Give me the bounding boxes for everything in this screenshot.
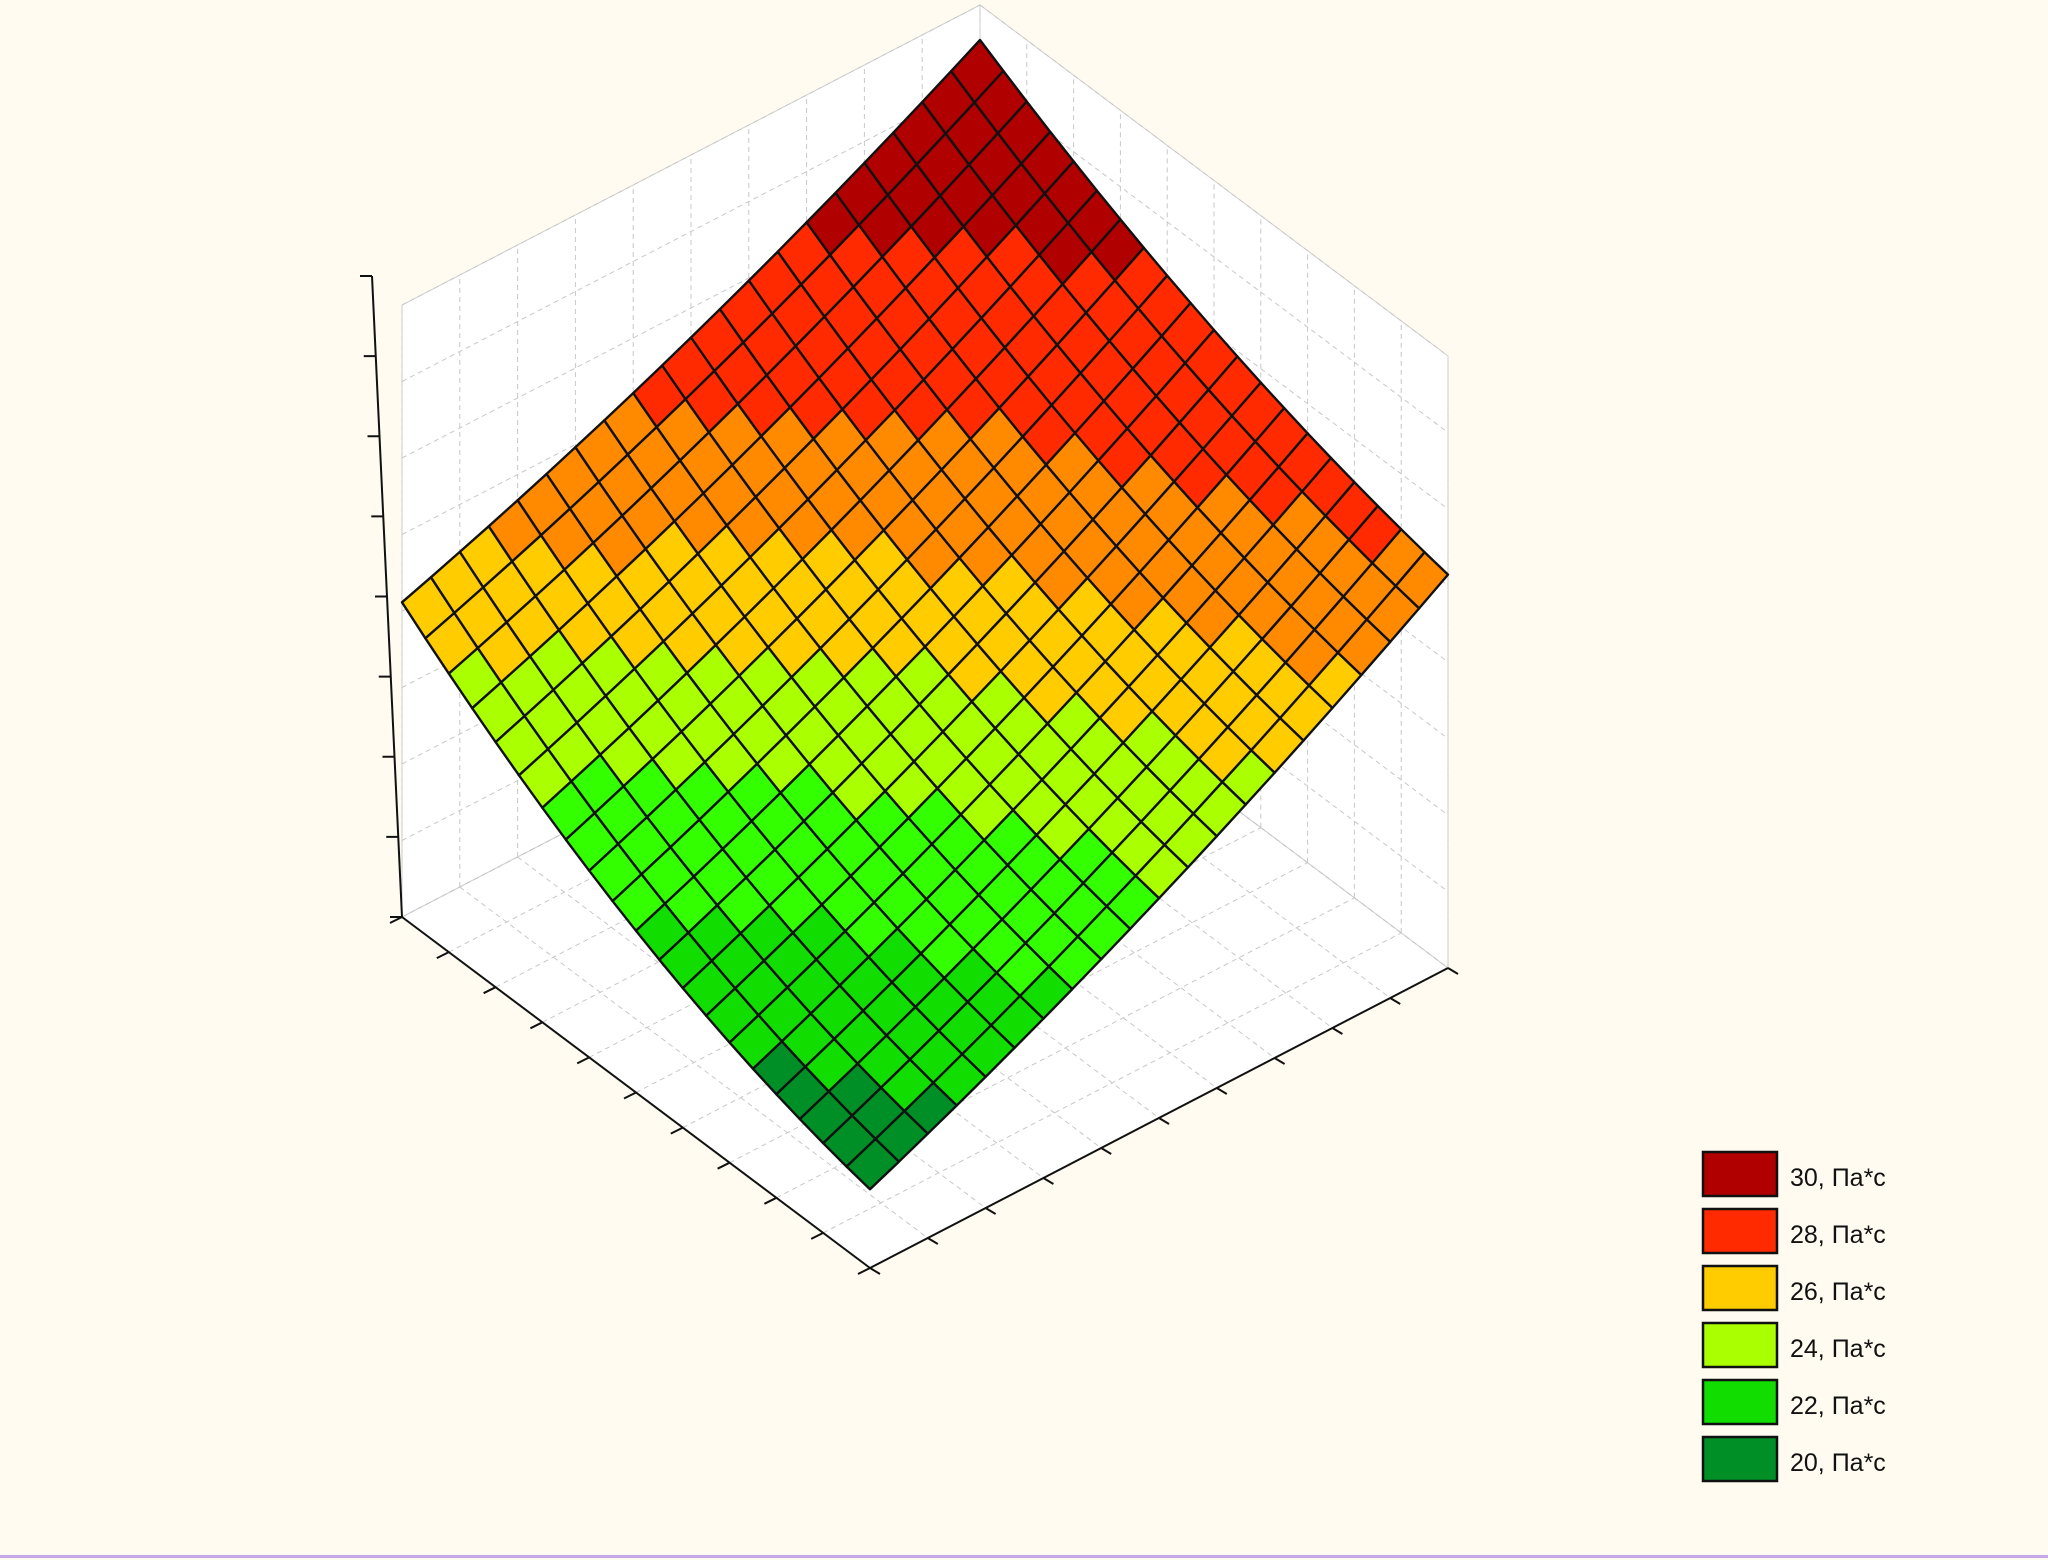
legend-label-24: 24, Па*с — [1790, 1335, 1886, 1363]
y-tick — [1447, 967, 1459, 975]
y-tick — [1100, 1147, 1112, 1155]
legend-label-30: 30, Па*с — [1790, 1164, 1886, 1192]
legend-label-28: 28, Па*с — [1790, 1221, 1886, 1249]
y-tick — [1274, 1057, 1286, 1065]
legend-swatch-28 — [1701, 1207, 1779, 1255]
window-bottom-border — [0, 1555, 2048, 1558]
x-tick — [857, 1267, 871, 1275]
x-tick — [576, 1056, 590, 1065]
x-tick — [763, 1196, 777, 1205]
grid-line — [979, 4, 1449, 357]
grid-line — [822, 932, 1402, 1234]
legend-swatch-30 — [1701, 1150, 1779, 1198]
x-tick — [436, 951, 450, 959]
axes — [360, 275, 1459, 1275]
x-tick — [670, 1126, 684, 1135]
response-surface — [400, 38, 1450, 1191]
y-tick — [1331, 1027, 1343, 1035]
y-tick — [985, 1207, 997, 1215]
legend-swatch-24 — [1701, 1321, 1779, 1369]
x-tick — [810, 1232, 824, 1240]
y-tick — [927, 1237, 939, 1245]
grid-line — [401, 4, 981, 306]
grid-line — [979, 81, 1449, 433]
x-tick — [623, 1091, 637, 1100]
x-tick — [529, 1021, 543, 1030]
legend-label-26: 26, Па*с — [1790, 1278, 1886, 1306]
legend-swatch-22 — [1701, 1378, 1779, 1426]
legend-label-22: 22, Па*с — [1790, 1392, 1886, 1420]
legend-swatch-20 — [1701, 1435, 1779, 1483]
y-tick — [1216, 1087, 1228, 1095]
y-tick — [1042, 1177, 1054, 1185]
legend: 30, Па*с 28, Па*с 26, Па*с 24, Па*с 22, … — [1701, 1150, 1886, 1483]
x-tick — [717, 1161, 731, 1170]
grid-line — [401, 81, 981, 382]
y-tick — [1158, 1117, 1170, 1125]
legend-swatch-26 — [1701, 1264, 1779, 1312]
y-tick — [1389, 997, 1401, 1005]
surface-cell — [845, 1137, 901, 1191]
x-tick — [483, 986, 497, 995]
y-tick — [869, 1267, 881, 1275]
legend-label-20: 20, Па*с — [1790, 1449, 1886, 1477]
